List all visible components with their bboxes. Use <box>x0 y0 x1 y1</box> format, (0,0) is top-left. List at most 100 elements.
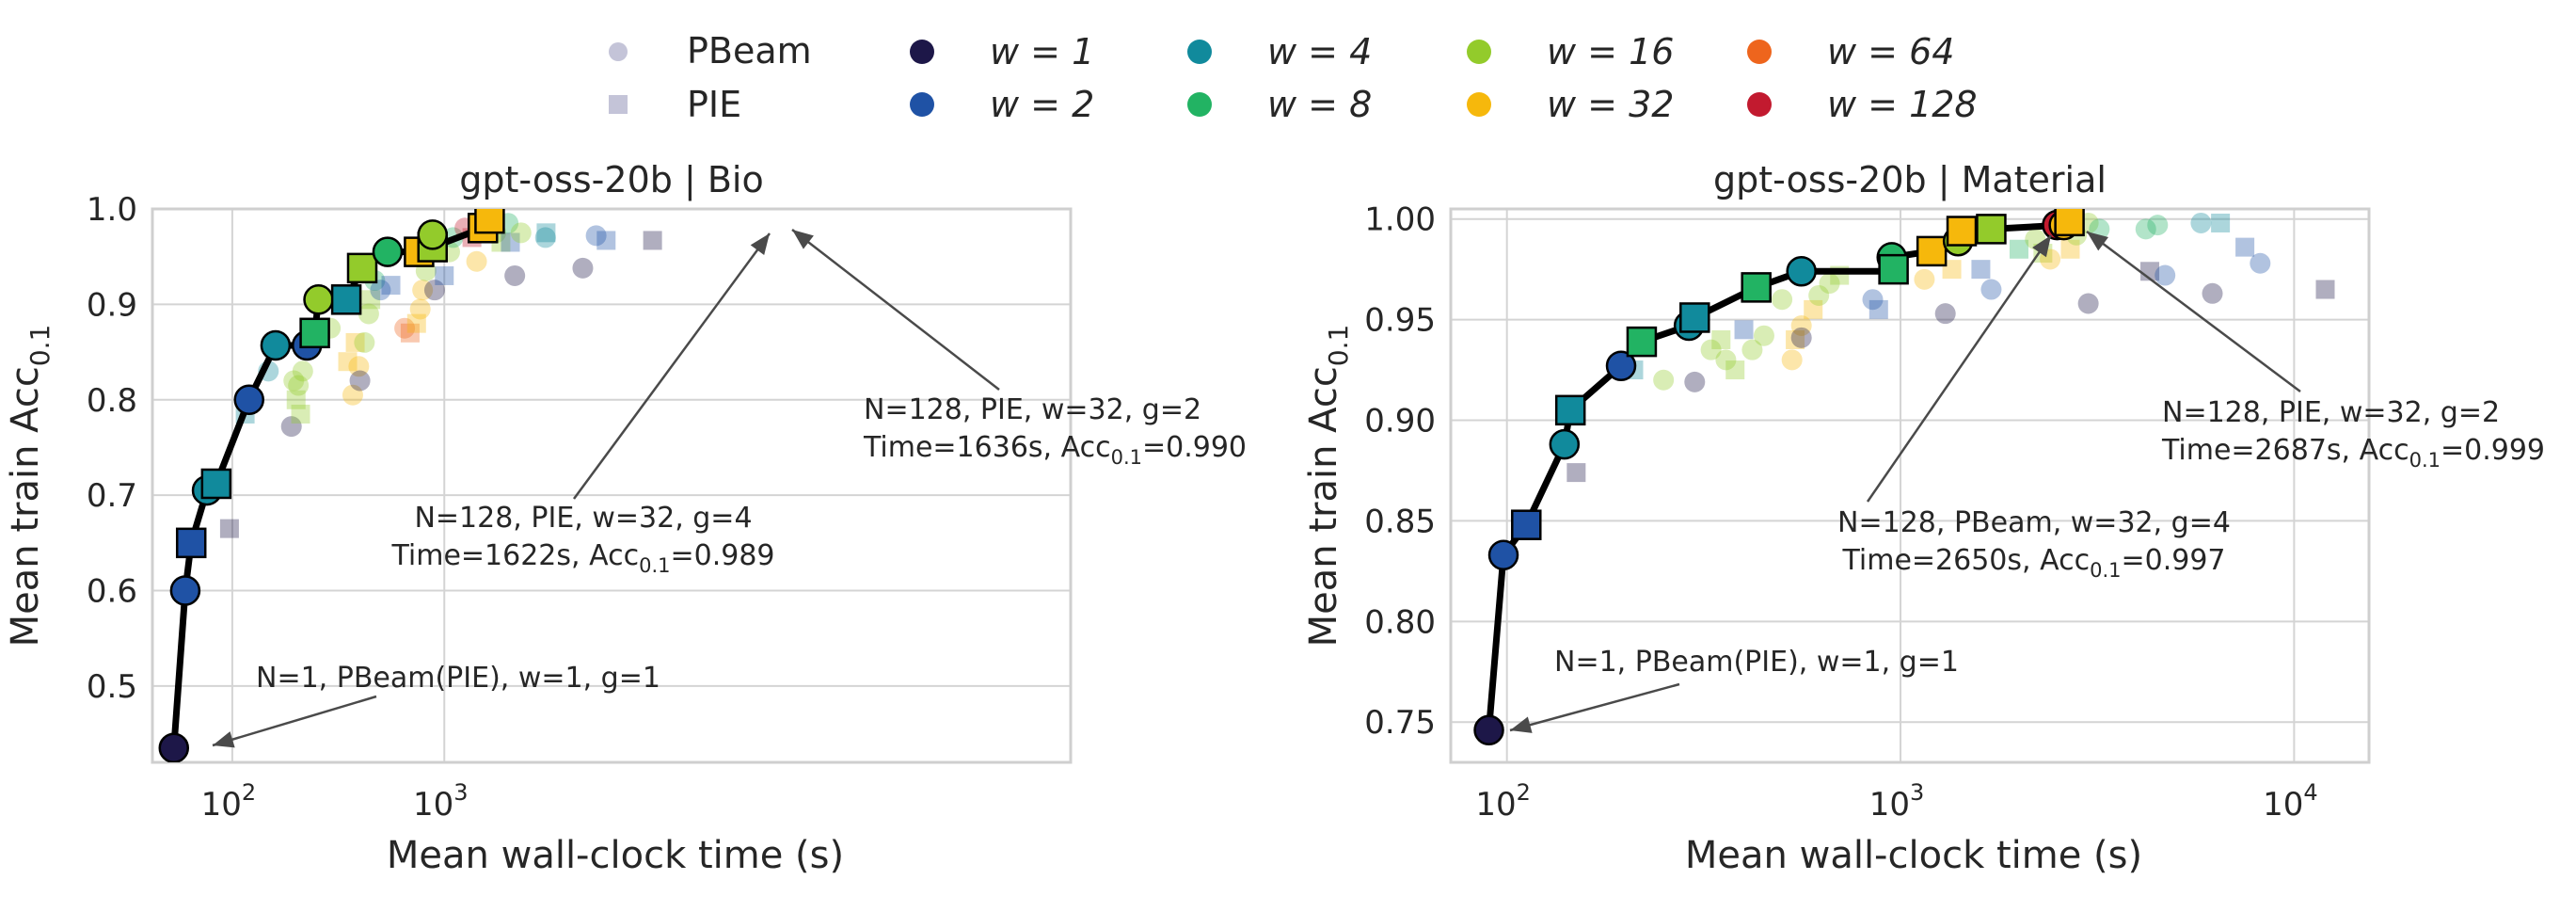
legend-label-pie: PIE <box>687 84 741 125</box>
y-tick-label: 0.7 <box>87 477 137 515</box>
legend-label-w2: w = 2 <box>990 84 1094 125</box>
data-point-bg <box>370 280 391 301</box>
data-point-bg <box>1725 360 1745 380</box>
data-point-bg <box>292 360 313 382</box>
data-point-pareto <box>1626 326 1658 358</box>
x-tick-label: 102 <box>201 779 257 824</box>
data-point-bg <box>283 370 305 392</box>
legend-marker-w128 <box>1747 92 1772 117</box>
y-axis-label: Mean train Acc0.1 <box>1302 325 1354 648</box>
annotation-arrowhead <box>792 230 814 249</box>
data-point-bg <box>1942 260 1962 280</box>
data-point-bg <box>510 222 532 244</box>
annotation-text: N=1, PBeam(PIE), w=1, g=1 <box>1554 646 1959 679</box>
y-tick-label: 0.95 <box>1364 302 1436 340</box>
data-point-bg <box>345 332 365 352</box>
data-point-bg <box>2077 293 2099 314</box>
x-tick-label: 104 <box>2263 779 2318 824</box>
data-point-bg <box>2211 213 2231 232</box>
data-point-pareto <box>1473 714 1504 746</box>
data-point-bg <box>288 375 310 396</box>
legend-label-w8: w = 8 <box>1267 84 1372 125</box>
data-point-bg <box>342 384 363 406</box>
data-point-bg <box>1980 279 2002 300</box>
data-point-pareto <box>1946 216 1978 247</box>
plot-area <box>1473 209 2335 746</box>
data-point-pareto <box>1679 302 1710 333</box>
y-tick-label: 0.90 <box>1364 403 1436 440</box>
data-point-pareto <box>1549 428 1581 460</box>
data-point-bg <box>1868 299 1888 319</box>
data-point-bg <box>504 264 526 286</box>
data-point-pareto <box>1741 272 1772 303</box>
data-point-bg <box>501 232 520 252</box>
legend-label-w16: w = 16 <box>1547 31 1674 72</box>
data-point-bg <box>1862 289 1884 311</box>
annotation-arrow <box>2086 230 2301 393</box>
data-point-bg <box>585 225 607 247</box>
data-point-bg <box>1781 349 1803 371</box>
chart-title: gpt-oss-20b | Bio <box>459 159 763 201</box>
legend-label-w32: w = 32 <box>1547 84 1674 125</box>
data-point-bg <box>2202 282 2223 304</box>
x-axis-label: Mean wall-clock time (s) <box>387 834 844 877</box>
data-point-bg <box>1653 369 1675 391</box>
y-tick-label: 0.9 <box>87 286 137 324</box>
annotation-arrowhead <box>2032 235 2051 258</box>
data-point-bg <box>643 231 662 250</box>
data-point-pareto <box>346 252 378 284</box>
data-point-pareto <box>1786 256 1817 287</box>
axes-frame <box>1449 207 2371 764</box>
data-point-bg <box>1772 289 1793 311</box>
legend-marker-w16 <box>1467 40 1491 64</box>
annotation-arrow <box>791 229 1000 391</box>
data-point-pareto <box>169 575 201 606</box>
data-point-bg <box>354 331 375 353</box>
data-point-bg <box>2135 218 2156 240</box>
data-point-bg <box>572 257 594 279</box>
y-tick-label: 0.8 <box>87 382 137 420</box>
data-point-pareto <box>417 219 448 250</box>
axes-frame <box>151 207 1073 764</box>
y-tick-label: 1.00 <box>1364 201 1436 239</box>
y-tick-label: 0.75 <box>1364 704 1436 742</box>
x-tick-label: 103 <box>413 779 469 824</box>
data-point-bg <box>406 313 426 333</box>
data-point-bg <box>361 290 381 310</box>
data-point-bg <box>409 298 431 320</box>
annotation-text: N=128, PIE, w=32, g=2 <box>864 393 1201 426</box>
data-point-bg <box>1790 315 1812 337</box>
data-point-bg <box>536 223 556 243</box>
data-point-bg <box>435 265 454 285</box>
y-tick-label: 0.6 <box>87 573 137 611</box>
data-point-bg <box>348 356 370 377</box>
annotation-arrow <box>1509 682 1680 732</box>
annotation-text: Time=1622s, Acc0.1=0.989 <box>390 539 774 577</box>
legend: PBeam PIE w = 1 w = 2 w = 4 w = 8 w = 16 w = 32… <box>609 30 1978 125</box>
data-point-bg <box>2315 280 2335 299</box>
annotation: N=1, PBeam(PIE), w=1, g=1 <box>212 662 660 748</box>
annotation-text: N=128, PBeam, w=32, g=4 <box>1837 506 2231 539</box>
legend-label-w4: w = 4 <box>1267 31 1372 72</box>
annotation-text: Time=2650s, Acc0.1=0.997 <box>1841 544 2225 582</box>
data-point-bg <box>2190 212 2212 233</box>
data-point-pareto <box>1916 235 1948 267</box>
chart-panel-bio: 0.5 0.6 0.7 0.8 0.9 1.0 102 103 gpt-oss-20b | Bi… <box>4 159 1247 877</box>
data-point-bg <box>1566 463 1586 483</box>
annotation-arrowhead <box>213 731 235 748</box>
annotation: N=128, PIE, w=32, g=2 Time=1636s, Acc0.1=… <box>791 229 1247 469</box>
annotation: N=128, PIE, w=32, g=4 Time=1622s, Acc0.1=… <box>390 232 775 577</box>
annotation: N=128, PBeam, w=32, g=4 Time=2650s, Acc0.… <box>1837 234 2231 582</box>
data-point-bg <box>466 250 487 272</box>
annotation-text: N=128, PIE, w=32, g=2 <box>2162 396 2500 429</box>
annotation-arrow <box>572 232 771 500</box>
data-point-pareto <box>330 284 362 315</box>
annotation: N=128, PIE, w=32, g=2 Time=2687s, Acc0.1=… <box>2086 230 2545 472</box>
data-point-bg <box>423 280 445 301</box>
data-point-bg <box>412 280 434 301</box>
data-point-bg <box>291 404 310 424</box>
data-point-bg <box>219 519 239 538</box>
legend-marker-w64 <box>1747 40 1772 64</box>
x-tick-label: 103 <box>1869 779 1925 824</box>
